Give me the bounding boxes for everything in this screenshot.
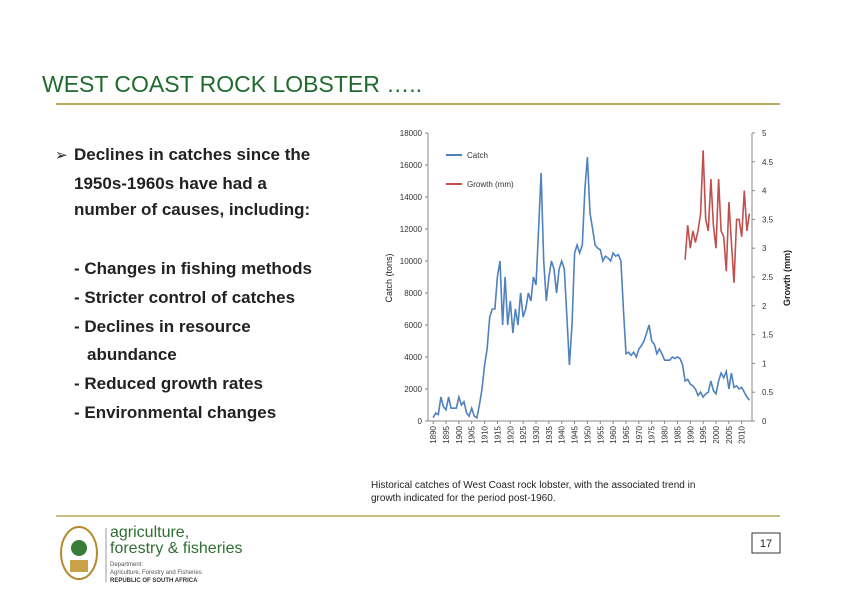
y2-axis-title: Growth (mm) [782, 250, 792, 306]
cause: - Stricter control of catches [74, 288, 295, 307]
x-tick-label: 2005 [725, 425, 734, 443]
y-tick-label: 18000 [400, 129, 423, 138]
y2-tick-label: 0.5 [762, 388, 774, 397]
y2-tick-label: 2.5 [762, 273, 774, 282]
y-tick-label: 8000 [404, 289, 422, 298]
y-tick-label: 16000 [400, 161, 423, 170]
page-box [751, 532, 781, 554]
y-tick-label: 4000 [404, 353, 422, 362]
y2-tick-label: 5 [762, 129, 767, 138]
y-tick-label: 12000 [400, 225, 423, 234]
x-tick-label: 2000 [712, 425, 721, 443]
y-tick-label: 14000 [400, 193, 423, 202]
slide-title: WEST COAST ROCK LOBSTER ….. [42, 71, 422, 97]
caption: Historical catches of West Coast rock lo… [371, 480, 695, 491]
y2-tick-label: 1.5 [762, 331, 774, 340]
cause: - Declines in resource [74, 317, 251, 336]
y-tick-label: 2000 [404, 385, 422, 394]
page-number: 17 [760, 538, 772, 550]
x-tick-label: 1910 [481, 425, 490, 443]
series-line [684, 150, 751, 283]
x-tick-label: 1995 [699, 425, 708, 443]
x-tick-label: 1965 [622, 425, 631, 443]
bullet-line: 1950s-1960s have had a [74, 174, 267, 193]
y2-tick-label: 0 [762, 417, 767, 426]
x-tick-label: 1935 [545, 425, 554, 443]
y2-tick-label: 3 [762, 244, 767, 253]
y-axis-title: Catch (tons) [384, 253, 394, 302]
cause: - Reduced growth rates [74, 374, 263, 393]
y-tick-label: 10000 [400, 257, 423, 266]
y2-tick-label: 4 [762, 187, 767, 196]
x-tick-label: 1925 [519, 425, 528, 443]
caption: growth indicated for the period post-196… [371, 493, 556, 504]
logo-name: forestry & fisheries [110, 540, 242, 557]
x-tick-label: 1955 [596, 425, 605, 443]
x-tick-label: 1915 [493, 425, 502, 443]
logo-dept: Department: [110, 562, 143, 568]
x-tick-label: 2010 [738, 425, 747, 443]
cause: abundance [87, 345, 177, 364]
y2-tick-label: 4.5 [762, 158, 774, 167]
logo-dept: REPUBLIC OF SOUTH AFRICA [110, 578, 198, 584]
x-tick-label: 1930 [532, 425, 541, 443]
x-tick-label: 1985 [673, 425, 682, 443]
x-tick-label: 1975 [648, 425, 657, 443]
x-tick-label: 1990 [686, 425, 695, 443]
cause: - Changes in fishing methods [74, 259, 312, 278]
logo-dept: Agriculture, Forestry and Fisheries [110, 570, 202, 576]
emblem [60, 526, 98, 580]
y-tick-label: 0 [418, 417, 423, 426]
x-tick-label: 1920 [506, 425, 515, 443]
legend-label: Growth (mm) [467, 180, 514, 189]
series-line [432, 156, 751, 420]
logo-name: agriculture, [110, 524, 189, 541]
bullet-arrow: ➢ [55, 147, 68, 164]
cause: - Environmental changes [74, 403, 276, 422]
x-tick-label: 1900 [455, 425, 464, 443]
x-tick-label: 1940 [558, 425, 567, 443]
x-tick-label: 1945 [571, 425, 580, 443]
x-tick-label: 1970 [635, 425, 644, 443]
legend-label: Catch [467, 151, 488, 160]
x-tick-label: 1905 [468, 425, 477, 443]
bullet: Declines in catches since the [74, 145, 310, 164]
y-tick-label: 6000 [404, 321, 422, 330]
bullet-line: number of causes, including: [74, 200, 310, 219]
x-tick-label: 1950 [583, 425, 592, 443]
x-tick-label: 1890 [429, 425, 438, 443]
y2-tick-label: 2 [762, 302, 767, 311]
x-tick-label: 1960 [609, 425, 618, 443]
y2-tick-label: 1 [762, 359, 767, 368]
y2-tick-label: 3.5 [762, 215, 774, 224]
x-tick-label: 1980 [661, 425, 670, 443]
x-tick-label: 1895 [442, 425, 451, 443]
